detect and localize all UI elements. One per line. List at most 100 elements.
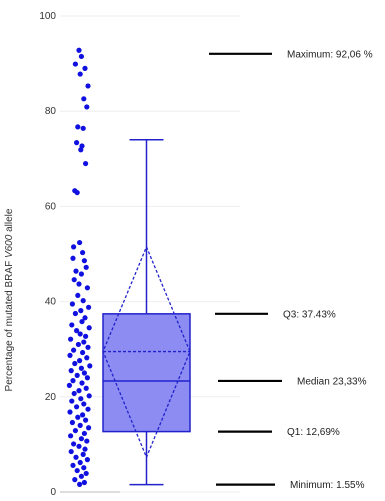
data-point-44	[71, 347, 77, 353]
data-point-86	[84, 457, 90, 463]
data-point-8	[75, 124, 81, 130]
data-point-7	[84, 104, 90, 110]
data-point-50	[87, 363, 93, 369]
y-tick-label-80: 80	[45, 106, 57, 117]
data-point-47	[84, 355, 90, 361]
data-point-10	[74, 140, 80, 146]
data-point-78	[78, 436, 84, 442]
data-point-6	[81, 96, 87, 102]
data-point-17	[71, 244, 77, 250]
data-point-5	[85, 83, 91, 89]
data-point-70	[75, 414, 81, 420]
data-point-18	[80, 249, 86, 256]
data-point-92	[78, 473, 84, 479]
data-point-39	[83, 333, 89, 339]
data-point-51	[78, 365, 84, 371]
annotation-median: Median 23,33%	[297, 376, 367, 387]
y-tick-label-60: 60	[45, 201, 57, 212]
data-point-54	[74, 372, 80, 378]
data-point-93	[72, 477, 78, 483]
data-point-82	[82, 446, 88, 452]
data-point-68	[67, 409, 73, 415]
data-point-84	[80, 451, 86, 457]
data-point-59	[83, 385, 89, 391]
data-point-87	[77, 459, 83, 466]
y-axis-label-suffix: allele	[4, 208, 15, 235]
data-point-38	[77, 331, 83, 337]
y-tick-label-40: 40	[45, 297, 57, 308]
data-point-63	[78, 396, 84, 402]
data-point-41	[81, 339, 87, 345]
data-point-64	[69, 398, 75, 404]
data-point-57	[79, 380, 85, 386]
data-point-35	[69, 322, 75, 328]
data-point-45	[80, 349, 86, 356]
data-point-46	[67, 352, 73, 358]
data-point-81	[76, 443, 82, 449]
data-point-19	[70, 255, 76, 261]
y-tick-label-20: 20	[45, 392, 57, 403]
data-point-49	[72, 360, 78, 367]
data-point-62	[86, 393, 92, 399]
data-point-73	[77, 422, 83, 428]
data-point-24	[71, 277, 77, 283]
data-point-80	[71, 441, 77, 447]
data-points	[66, 47, 93, 487]
data-point-48	[77, 358, 83, 364]
data-point-95	[77, 481, 83, 487]
data-point-42	[75, 341, 81, 348]
y-axis-label-italic: V600	[4, 234, 15, 258]
data-point-13	[83, 160, 89, 167]
data-point-91	[83, 470, 89, 477]
box-and-whiskers	[102, 139, 191, 486]
data-point-12	[78, 147, 84, 153]
data-point-65	[81, 401, 87, 407]
annotation-minimum: Minimum: 1.55%	[290, 480, 365, 491]
data-point-88	[70, 462, 76, 468]
data-point-32	[72, 310, 78, 317]
data-point-77	[68, 433, 74, 439]
data-point-61	[71, 390, 77, 397]
y-tick-label-0: 0	[50, 487, 56, 498]
data-point-21	[83, 264, 89, 270]
data-point-83	[68, 448, 74, 455]
data-point-16	[77, 239, 83, 246]
data-point-90	[74, 467, 80, 474]
data-point-75	[72, 427, 78, 434]
data-point-37	[74, 328, 80, 334]
data-point-0	[76, 47, 82, 53]
data-point-58	[66, 382, 72, 388]
data-point-20	[81, 258, 87, 264]
data-point-34	[79, 318, 85, 325]
data-point-79	[84, 438, 90, 444]
data-point-22	[73, 268, 79, 274]
y-axis: 0 20 40 60 80 100	[39, 11, 120, 498]
annotation-maximum: Maximum: 92,06 %	[287, 49, 373, 60]
data-point-36	[86, 325, 92, 331]
data-point-52	[68, 368, 74, 374]
data-point-30	[86, 304, 92, 310]
data-point-3	[82, 65, 88, 71]
data-point-27	[75, 292, 81, 299]
data-point-56	[70, 378, 76, 384]
data-point-25	[76, 281, 82, 287]
data-point-85	[73, 454, 79, 460]
data-point-60	[76, 388, 82, 394]
data-point-40	[68, 336, 74, 342]
data-point-66	[74, 404, 80, 410]
data-point-28	[80, 298, 86, 304]
data-point-71	[83, 417, 89, 423]
data-point-1	[78, 53, 84, 60]
data-point-74	[86, 425, 92, 431]
data-point-72	[69, 419, 75, 426]
data-point-33	[82, 315, 88, 321]
annotation-q1: Q1: 12,69%	[287, 427, 340, 438]
data-point-76	[81, 430, 87, 437]
data-point-67	[85, 406, 91, 412]
data-point-4	[77, 71, 83, 77]
data-point-31	[78, 308, 84, 314]
data-point-29	[69, 301, 75, 307]
data-point-89	[81, 465, 87, 471]
data-point-69	[80, 412, 86, 418]
